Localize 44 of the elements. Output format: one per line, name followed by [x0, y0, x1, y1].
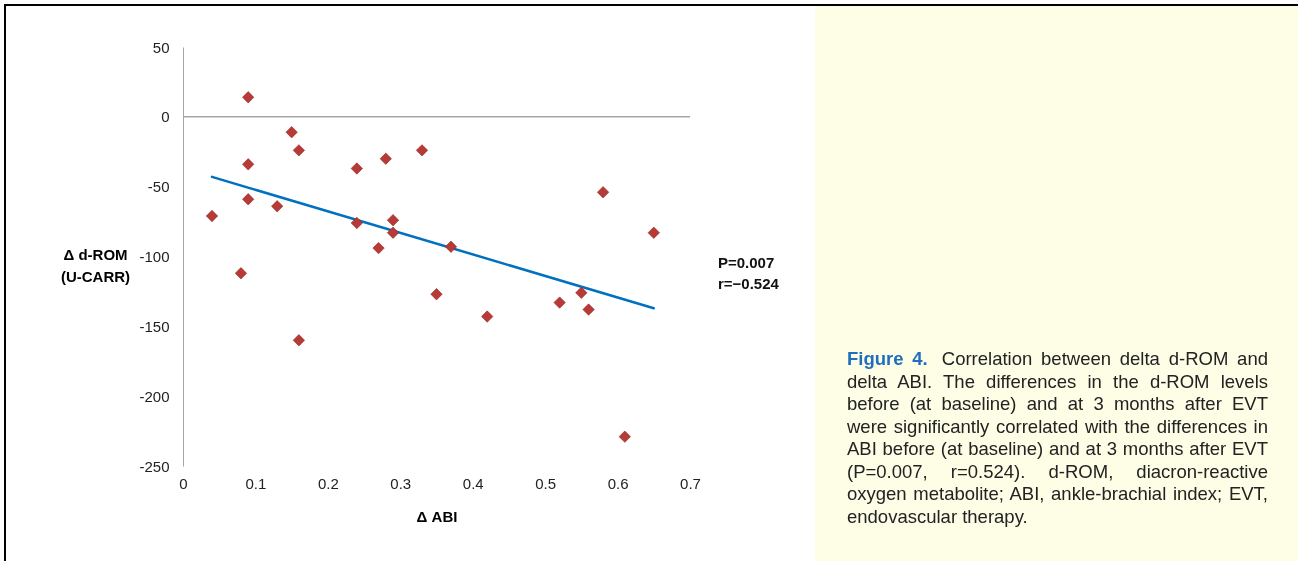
point	[350, 216, 363, 229]
point	[647, 226, 660, 239]
point	[444, 240, 457, 253]
point	[350, 162, 363, 175]
point	[582, 303, 595, 316]
point	[430, 288, 443, 301]
point	[271, 200, 284, 213]
x-tick-label: 0.5	[535, 474, 557, 492]
point	[379, 152, 392, 165]
text: P=0.007 r=−0.524	[718, 253, 779, 294]
point	[242, 91, 255, 104]
point	[387, 214, 400, 227]
point	[292, 334, 305, 347]
point	[553, 296, 566, 309]
x-tick-label: 0.6	[607, 474, 629, 492]
x-tick-label: 0.7	[680, 474, 701, 492]
point	[372, 242, 385, 255]
x-tick-label: 0.2	[317, 474, 339, 492]
point	[285, 126, 298, 139]
y-tick-label: -50	[147, 178, 170, 196]
point	[575, 286, 588, 299]
point	[242, 193, 255, 206]
y-tick-label: 0	[161, 108, 170, 126]
x-tick-label: 0.1	[245, 474, 267, 492]
y-tick-label: -100	[139, 248, 170, 265]
x-tick-label: 0.4	[462, 474, 484, 492]
point	[234, 267, 247, 280]
y-tick-label: -150	[139, 317, 170, 335]
text: Figure 4.	[847, 348, 928, 369]
point	[387, 226, 400, 239]
y-tick-label: -250	[139, 457, 170, 475]
y-tick-label: -200	[139, 387, 170, 405]
point	[242, 158, 255, 171]
point	[618, 430, 631, 443]
point	[205, 210, 218, 222]
y-axis-title: Δ d-ROM (U-CARR)	[60, 245, 131, 285]
y-tick-label: 50	[152, 38, 170, 56]
x-tick-label: 0	[179, 474, 188, 492]
x-tick-label: 0.3	[390, 474, 412, 492]
point	[481, 310, 494, 323]
x-axis-title: Δ ABI	[416, 507, 458, 525]
point	[597, 186, 610, 199]
point	[292, 144, 305, 157]
point	[416, 144, 429, 157]
